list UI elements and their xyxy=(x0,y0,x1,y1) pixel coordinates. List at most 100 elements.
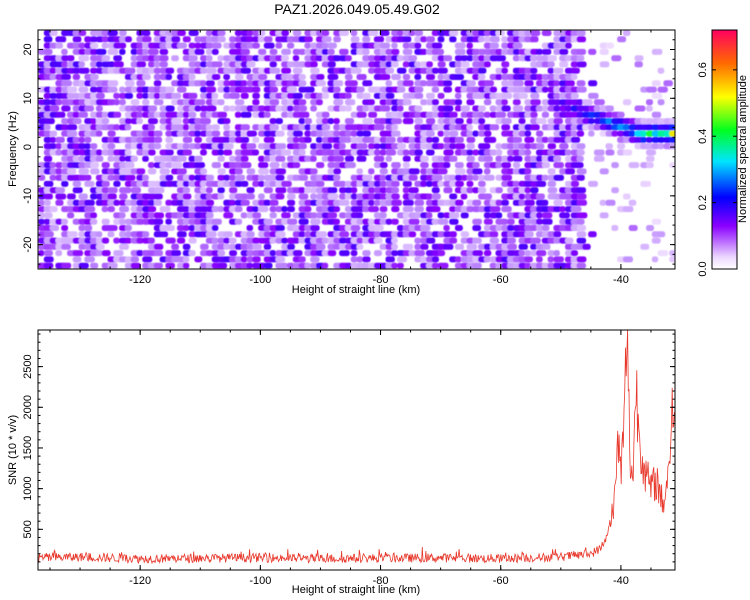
heatmap-cell xyxy=(414,250,425,257)
heatmap-cell xyxy=(391,180,400,187)
heatmap-cell xyxy=(408,30,416,36)
heatmap-cell xyxy=(78,86,89,93)
colorbar-gradient xyxy=(712,30,737,269)
heatmap-cell xyxy=(304,30,313,36)
heatmap-cell xyxy=(391,61,399,68)
heatmap-cell xyxy=(570,250,578,257)
heatmap-cell xyxy=(43,180,54,187)
heatmap-cell xyxy=(234,61,242,68)
heatmap-cell xyxy=(512,124,521,131)
heatmap-cell xyxy=(171,36,181,43)
heatmap-cell xyxy=(281,262,288,269)
heatmap-cell xyxy=(246,243,254,250)
heatmap-cell xyxy=(55,143,62,150)
heatmap-cell xyxy=(43,86,52,93)
x-tick-label: -60 xyxy=(493,274,509,286)
heatmap-cell xyxy=(437,231,446,238)
heatmap-cell xyxy=(553,155,562,162)
heatmap-cell xyxy=(130,48,138,55)
heatmap-cell xyxy=(559,206,566,213)
heatmap-cell xyxy=(478,36,485,43)
heatmap-cell xyxy=(449,61,457,68)
heatmap-cell xyxy=(229,237,237,244)
heatmap-cell xyxy=(113,61,124,68)
heatmap-cell xyxy=(570,130,578,137)
heatmap-cell xyxy=(252,92,260,99)
heatmap-cell xyxy=(350,36,360,43)
x-tick-label: -80 xyxy=(373,575,389,587)
heatmap-cell xyxy=(177,212,184,219)
heatmap-cell xyxy=(78,48,87,55)
heatmap-cell xyxy=(269,149,277,156)
heatmap-cell xyxy=(599,199,607,206)
heatmap-cell xyxy=(95,250,104,257)
heatmap-cell xyxy=(316,74,325,80)
heatmap-cell xyxy=(171,243,179,250)
heatmap-cell xyxy=(211,61,223,68)
heatmap-cell xyxy=(107,99,116,106)
heatmap-cell xyxy=(275,30,282,36)
heatmap-cell xyxy=(553,250,560,257)
heatmap-cell xyxy=(501,237,510,244)
heatmap-cell xyxy=(362,80,373,87)
heatmap-cell xyxy=(223,231,233,238)
heatmap-cell xyxy=(113,174,121,181)
heatmap-cell xyxy=(217,206,225,213)
heatmap-cell xyxy=(617,143,626,150)
heatmap-cell xyxy=(454,262,463,269)
heatmap-cell xyxy=(553,237,562,244)
heatmap-cell xyxy=(182,256,190,263)
heatmap-cell xyxy=(240,130,248,137)
heatmap-cell xyxy=(217,237,226,244)
heatmap-cell xyxy=(437,180,445,187)
heatmap-cell xyxy=(333,155,344,162)
heatmap-cell xyxy=(373,149,381,156)
heatmap-cell xyxy=(507,130,515,137)
heatmap-cell xyxy=(43,218,51,225)
heatmap-cell xyxy=(454,168,466,175)
heatmap-cell xyxy=(576,86,587,93)
heatmap-cell xyxy=(275,42,283,49)
heatmap-cell xyxy=(200,86,208,93)
heatmap-cell xyxy=(78,111,88,118)
heatmap-cell xyxy=(124,143,133,150)
heatmap-cell xyxy=(153,212,164,219)
heatmap-cell xyxy=(113,124,120,131)
heatmap-cell xyxy=(344,118,355,125)
heatmap-cell xyxy=(292,130,303,137)
heatmap-cell xyxy=(536,130,544,137)
y-tick-label: 2500 xyxy=(22,354,34,378)
heatmap-cell xyxy=(258,67,266,74)
heatmap-cell xyxy=(483,243,492,250)
heatmap-cell xyxy=(304,124,312,131)
heatmap-cell xyxy=(38,218,45,225)
heatmap-cell xyxy=(333,86,341,93)
heatmap-cell xyxy=(234,180,243,187)
heatmap-cell xyxy=(194,143,201,150)
heatmap-cell xyxy=(350,80,358,87)
heatmap-cell xyxy=(281,99,289,106)
heatmap-cell xyxy=(275,174,285,181)
heatmap-cell xyxy=(489,124,500,131)
heatmap-cell xyxy=(165,199,173,206)
heatmap-cell xyxy=(61,225,69,231)
heatmap-cell xyxy=(171,99,179,106)
spectrogram-y-label: Frequency (Hz) xyxy=(7,111,19,187)
heatmap-cell xyxy=(333,124,341,131)
heatmap-cell xyxy=(530,92,540,99)
heatmap-cell xyxy=(576,168,587,175)
heatmap-cell xyxy=(339,237,347,244)
heatmap-cell xyxy=(657,118,665,125)
heatmap-cell xyxy=(368,55,376,62)
heatmap-cell xyxy=(553,162,564,169)
heatmap-cell xyxy=(269,99,280,106)
heatmap-cell xyxy=(287,105,294,112)
heatmap-cell xyxy=(454,149,463,156)
heatmap-cell xyxy=(426,136,433,143)
heatmap-cell xyxy=(148,168,157,175)
heatmap-cell xyxy=(258,105,266,112)
heatmap-cell xyxy=(95,193,104,200)
heatmap-cell xyxy=(570,61,579,68)
heatmap-cell xyxy=(240,67,251,74)
